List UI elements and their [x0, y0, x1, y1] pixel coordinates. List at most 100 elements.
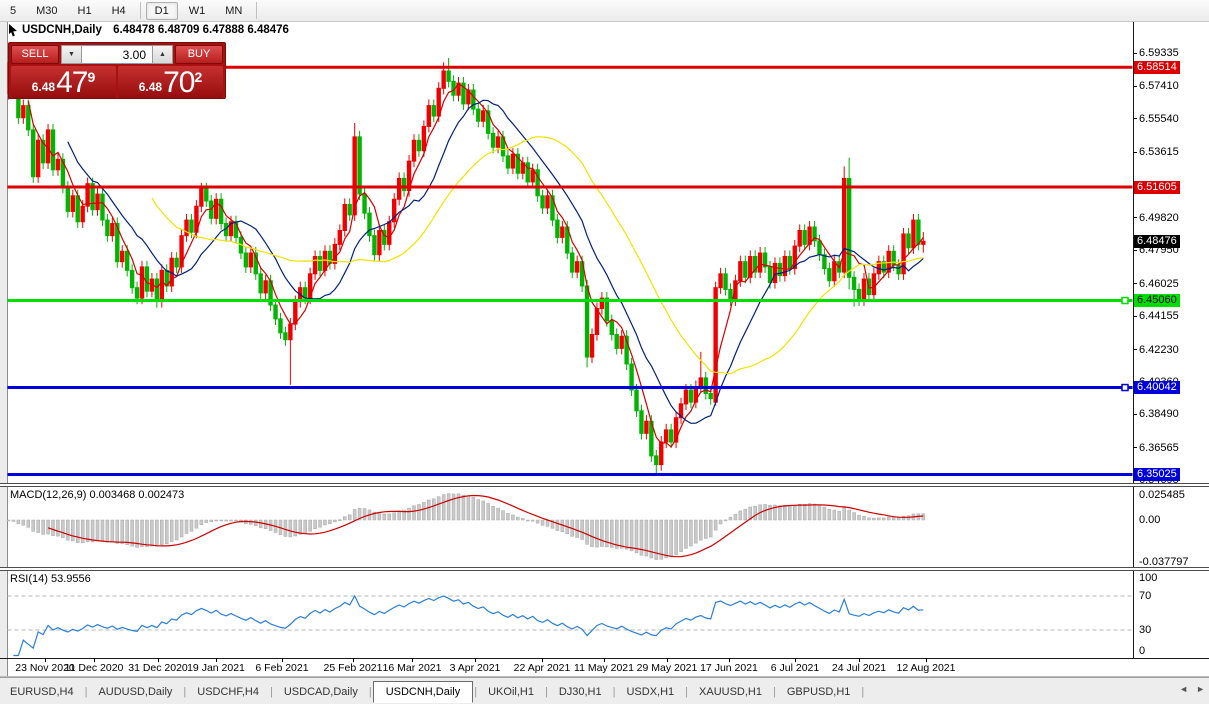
left-gutter: [0, 22, 8, 677]
one-click-trading-panel: SELL ▼ 3.00 ▲ BUY 6.48 47 9 6.48 70 2: [8, 42, 226, 99]
date-axis-tick-mark: [795, 658, 796, 662]
tab-separator: |: [84, 685, 88, 698]
timeframe-button-d1[interactable]: D1: [145, 1, 178, 20]
sell-price-pip: 9: [87, 69, 96, 85]
sell-price-button[interactable]: 6.48 47 9: [11, 66, 116, 98]
date-axis-tick-mark: [45, 658, 46, 662]
date-axis-tick-mark: [412, 658, 413, 662]
date-axis-tick-mark: [158, 658, 159, 662]
price-axis-tick-mark: [1133, 151, 1137, 153]
price-axis-tick-label: 6.55540: [1139, 112, 1179, 125]
moving-average-lines: [27, 82, 924, 448]
symbol-tab-audusd[interactable]: AUDUSD,Daily: [98, 685, 173, 698]
date-axis-tick-mark: [926, 658, 927, 662]
buy-price-button[interactable]: 6.48 70 2: [118, 66, 223, 98]
current-price-badge: 6.48476: [1134, 234, 1180, 248]
symbol-tab-usdcad[interactable]: USDCAD,Daily: [283, 685, 358, 698]
tab-scroll-left-icon[interactable]: ◄: [1179, 684, 1189, 694]
macd-signal-line: [47, 494, 924, 558]
tab-separator: |: [861, 685, 865, 698]
date-axis-tick-mark: [353, 658, 354, 662]
date-axis-tick-mark: [667, 658, 668, 662]
toolbar-separator: [256, 2, 258, 19]
symbol-tab-usdcnh[interactable]: USDCNH,Daily: [372, 680, 474, 703]
symbol-tab-xauusd[interactable]: XAUUSD,H1: [699, 685, 762, 698]
macd-panel-splitter[interactable]: [0, 483, 1209, 487]
price-axis-tick-mark: [1133, 283, 1137, 285]
volume-stepper: ▼ 3.00 ▲: [61, 45, 173, 64]
symbol-tab-usdx[interactable]: USDX,H1: [626, 685, 675, 698]
price-axis-tick-mark: [1133, 85, 1137, 87]
buy-price-prefix: 6.48: [138, 80, 163, 94]
rsi-axis-label: 100: [1139, 571, 1158, 584]
price-axis-tick-label: 6.36565: [1139, 441, 1179, 454]
date-axis-label: 12 Aug 2021: [896, 662, 956, 674]
price-axis-tick-label: 6.38490: [1139, 408, 1179, 421]
price-level-badge: 6.40042: [1134, 381, 1180, 395]
price-axis-tick-label: 6.53615: [1139, 146, 1179, 159]
rsi-line: [13, 594, 924, 657]
buy-button[interactable]: BUY: [175, 45, 223, 64]
date-axis-label: 11 Dec 2020: [64, 662, 124, 674]
timeframe-button-mn[interactable]: MN: [225, 4, 243, 17]
date-axis-label: 23 Nov 2020: [15, 662, 75, 674]
timeframe-button-w1[interactable]: W1: [188, 4, 206, 17]
sell-price-prefix: 6.48: [31, 80, 56, 94]
date-axis-tick-mark: [94, 658, 95, 662]
date-axis-tick-mark: [859, 658, 860, 662]
macd-axis-label: -0.037797: [1139, 555, 1189, 568]
price-axis-tick-label: 6.44155: [1139, 310, 1179, 323]
date-axis-label: 17 Jun 2021: [700, 662, 758, 674]
date-axis-label: 25 Feb 2021: [323, 662, 383, 674]
date-axis-label: 19 Jan 2021: [187, 662, 245, 674]
date-axis-tick-mark: [542, 658, 543, 662]
buy-price-big: 70: [163, 66, 195, 98]
macd-histogram: [6, 493, 926, 560]
price-axis-tick-mark: [1133, 315, 1137, 317]
symbol-tab-ukoil[interactable]: UKOil,H1: [488, 685, 534, 698]
macd-axis-label: 0.00: [1139, 514, 1161, 526]
timeframe-button-m30[interactable]: M30: [36, 4, 58, 17]
buy-price-pip: 2: [194, 69, 203, 85]
date-axis-label: 31 Dec 2020: [128, 662, 188, 674]
date-axis-label: 3 Apr 2021: [449, 662, 501, 674]
volume-decrease-button[interactable]: ▼: [61, 45, 82, 64]
date-axis-tick-mark: [475, 658, 476, 662]
price-level-badge: 6.35025: [1134, 468, 1180, 482]
price-axis-tick-label: 6.46025: [1139, 277, 1179, 290]
price-axis-tick-label: 6.42230: [1139, 343, 1179, 356]
rsi-axis-label: 0: [1139, 644, 1146, 657]
symbol-tab-eurusd[interactable]: EURUSD,H4: [10, 685, 74, 698]
date-axis-label: 29 May 2021: [636, 662, 698, 674]
date-axis-tick-mark: [216, 658, 217, 662]
tab-separator: |: [544, 685, 548, 698]
sell-price-big: 47: [56, 66, 88, 98]
rsi-panel-splitter[interactable]: [0, 567, 1209, 571]
timeframe-button-h1[interactable]: H1: [77, 4, 92, 17]
date-axis-label: 16 Mar 2021: [382, 662, 442, 674]
sell-button[interactable]: SELL: [11, 45, 59, 64]
symbol-tab-dj30[interactable]: DJ30,H1: [558, 685, 602, 698]
volume-increase-button[interactable]: ▲: [152, 45, 173, 64]
price-level-badge: 6.51605: [1134, 180, 1180, 194]
timeframe-button-5[interactable]: 5: [10, 4, 17, 17]
price-level-badge: 6.58514: [1134, 60, 1180, 74]
date-axis-separator: [0, 676, 1209, 677]
chart-symbol-period: USDCNH,Daily: [22, 24, 102, 36]
macd-label: MACD(12,26,9) 0.003468 0.002473: [10, 489, 185, 501]
chart-ohlc-values: 6.48478 6.48709 6.47888 6.48476: [113, 24, 289, 36]
rsi-label: RSI(14) 53.9556: [10, 573, 91, 585]
toolbar-separator: [139, 2, 141, 19]
volume-input[interactable]: 3.00: [82, 45, 152, 64]
rsi-axis-label: 30: [1139, 624, 1152, 636]
date-axis-label: 22 Apr 2021: [513, 662, 571, 674]
tab-separator: |: [183, 685, 187, 698]
date-axis-tick-mark: [282, 658, 283, 662]
tab-scroll-right-icon[interactable]: ►: [1196, 684, 1205, 694]
timeframe-button-h4[interactable]: H4: [111, 4, 126, 17]
symbol-tab-usdchf[interactable]: USDCHF,H4: [197, 685, 259, 698]
symbol-tab-gbpusd[interactable]: GBPUSD,H1: [786, 685, 851, 698]
date-axis-tick-mark: [604, 658, 605, 662]
